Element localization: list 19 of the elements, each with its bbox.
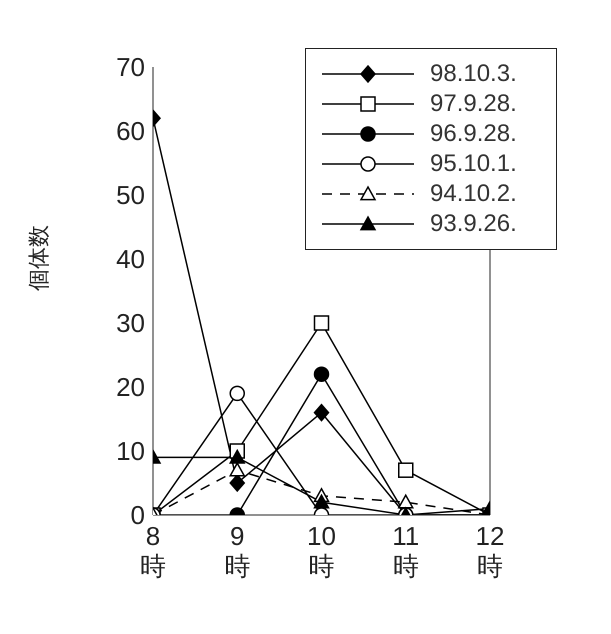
- y-tick-label: 30: [116, 308, 145, 338]
- legend-label: 97.9.28.: [430, 90, 517, 118]
- y-tick-label: 10: [116, 436, 145, 466]
- legend-label: 96.9.28.: [430, 120, 517, 148]
- y-tick-label: 50: [116, 180, 145, 210]
- x-tick-label: 9 時: [224, 521, 250, 581]
- x-tick-label: 10 時: [307, 521, 336, 581]
- legend-label: 93.9.26.: [430, 210, 517, 238]
- legend-label: 94.10.2.: [430, 180, 517, 208]
- y-tick-label: 70: [116, 52, 145, 82]
- x-tick-label: 11 時: [392, 521, 420, 581]
- y-tick-label: 40: [116, 244, 145, 274]
- y-tick-label: 0: [130, 500, 145, 530]
- y-tick-label: 60: [116, 116, 145, 146]
- legend-label: 98.10.3.: [430, 60, 517, 88]
- y-tick-label: 20: [116, 372, 145, 402]
- legend-label: 95.10.1.: [430, 150, 517, 178]
- x-tick-label: 12 時: [476, 521, 504, 581]
- y-axis-title: 個体数: [26, 225, 51, 291]
